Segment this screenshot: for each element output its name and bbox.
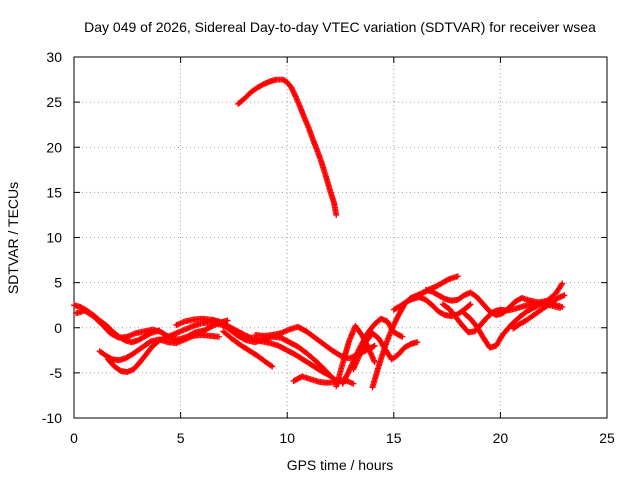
series-k: [339, 315, 406, 387]
data-point: [371, 342, 378, 349]
tick-labels: 0 5 10 15 20 25 -10 -5 0 5 10 15 20 25 30: [42, 49, 615, 446]
data-point: [466, 302, 473, 309]
x-tick-label: 25: [599, 430, 615, 446]
series-high-arc: [235, 76, 340, 218]
axis-ticks: [73, 56, 608, 419]
y-axis-label: SDTVAR / TECUs: [5, 182, 21, 294]
data-point: [146, 339, 153, 346]
data-point: [371, 359, 378, 366]
data-point: [350, 380, 357, 387]
data-point: [269, 363, 276, 370]
data-points: [71, 76, 568, 391]
y-tick-label: -5: [50, 365, 63, 381]
series-c: [96, 331, 222, 364]
series-j: [333, 322, 378, 390]
y-tick-label: 15: [46, 184, 62, 200]
data-point: [559, 280, 566, 287]
series-m: [369, 273, 461, 391]
series-q: [461, 299, 566, 351]
data-point: [444, 276, 451, 283]
y-tick-label: 10: [46, 230, 62, 246]
data-point: [467, 301, 474, 308]
data-point: [215, 333, 222, 340]
x-tick-label: 0: [70, 430, 78, 446]
x-tick-label: 10: [279, 430, 295, 446]
y-tick-label: 0: [54, 320, 62, 336]
data-point: [267, 362, 274, 369]
series-d: [105, 319, 240, 375]
y-tick-label: 5: [54, 275, 62, 291]
data-point: [224, 317, 231, 324]
y-tick-label: 25: [46, 94, 62, 110]
data-point: [559, 303, 566, 310]
series-n: [390, 294, 474, 320]
series-l: [350, 330, 421, 373]
series-i: [290, 373, 357, 387]
series-r: [510, 292, 568, 332]
y-tick-label: -10: [42, 410, 62, 426]
x-axis-label: GPS time / hours: [287, 457, 394, 473]
data-point: [333, 211, 340, 218]
data-point: [399, 333, 406, 340]
series-g: [220, 328, 276, 370]
y-tick-label: 20: [46, 139, 62, 155]
series-f: [209, 316, 342, 386]
data-point: [414, 339, 421, 346]
x-tick-label: 20: [493, 430, 509, 446]
data-point: [558, 281, 565, 288]
data-point: [454, 273, 461, 280]
y-tick-label: 30: [46, 49, 62, 65]
chart-title: Day 049 of 2026, Sidereal Day-to-day VTE…: [84, 19, 596, 35]
x-tick-label: 5: [177, 430, 185, 446]
data-point: [561, 292, 568, 299]
series-b: [73, 307, 231, 343]
x-tick-label: 15: [386, 430, 402, 446]
